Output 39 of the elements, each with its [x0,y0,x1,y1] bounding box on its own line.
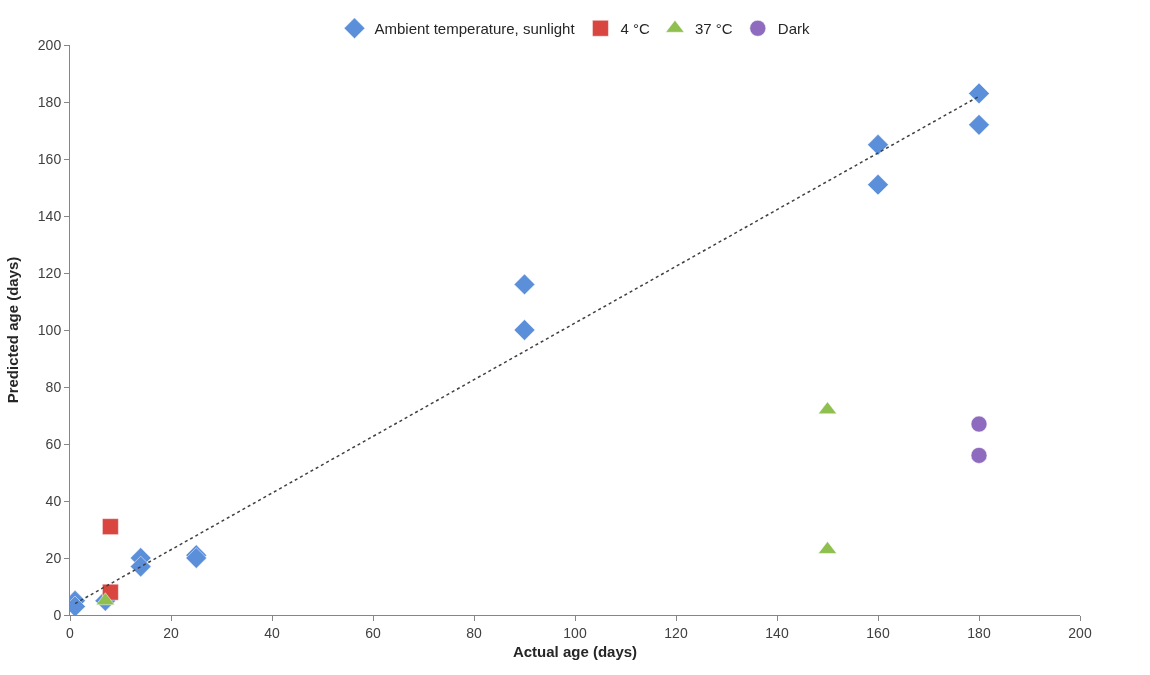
y-tick-label: 100 [37,321,62,338]
point [970,415,988,433]
y-tick-label: 180 [37,93,62,110]
x-tick-label: 100 [563,624,587,641]
y-tick-label: 80 [45,378,62,395]
point [867,134,889,156]
point [867,174,889,196]
y-tick-label: 60 [45,435,62,452]
legend-label: Dark [777,20,810,38]
x-tick-label: 60 [365,624,381,641]
point [818,401,837,415]
x-tick-label: 120 [664,624,688,641]
legend-label: 4 °C [620,20,650,38]
point [970,447,988,464]
x-axis-title: Actual age (days) [512,642,638,660]
y-tick-label: 40 [45,492,62,509]
y-tick-label: 200 [37,36,62,53]
point [513,273,536,296]
x-tick-label: 20 [163,624,179,641]
x-tick-label: 200 [1068,624,1092,641]
y-tick-label: 140 [37,207,62,224]
x-tick-label: 40 [264,624,280,641]
y-axis-title: Predicted age (days) [4,256,22,404]
y-tick-label: 160 [37,150,62,167]
point [102,518,119,535]
point [130,555,152,578]
point [513,319,536,341]
legend-label: Ambient temperature, sunlight [374,20,576,38]
x-tick-label: 160 [866,624,890,641]
y-tick-label: 0 [53,606,62,623]
x-tick-label: 180 [967,624,991,641]
x-tick-label: 80 [466,624,482,641]
point [968,82,990,105]
x-tick-label: 0 [66,624,75,641]
legend-label: 37 °C [694,20,733,38]
x-tick-label: 140 [765,624,789,641]
y-tick-label: 20 [45,549,62,566]
point [968,114,990,136]
y-tick-label: 120 [37,264,62,281]
